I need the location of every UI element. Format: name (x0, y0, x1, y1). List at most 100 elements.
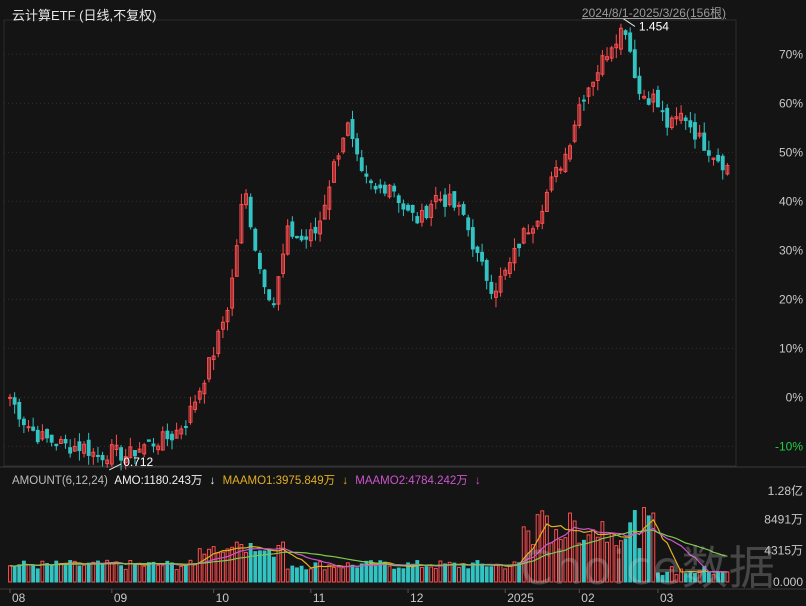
candle-body (452, 191, 457, 208)
candle-body (443, 194, 447, 207)
candle-body (248, 196, 253, 228)
candle-body (276, 276, 281, 305)
volume-bar (642, 507, 646, 583)
volume-bar (535, 514, 540, 583)
volume-bar (494, 564, 498, 583)
date-range-link[interactable]: 2024/8/1-2025/3/26(156根) (581, 6, 726, 20)
volume-bar (373, 565, 378, 583)
candle-body (364, 173, 369, 177)
volume-bar (660, 574, 665, 583)
volume-bar (387, 565, 392, 583)
volume-bar (540, 510, 545, 583)
candle-body (332, 161, 336, 183)
volume-bar (656, 572, 660, 583)
candle-body (669, 117, 674, 129)
candle-body (457, 204, 461, 207)
candle-body (600, 55, 605, 75)
candle-body (716, 154, 721, 162)
volume-bar (470, 562, 475, 583)
candle-body (378, 184, 383, 189)
volume-bar (558, 538, 563, 583)
volume-bar (517, 562, 522, 583)
volume-bar (452, 562, 457, 583)
y-tick-label: 70% (779, 47, 803, 61)
volume-bar (725, 571, 730, 583)
volume-ma24-line (9, 529, 728, 567)
volume-bar (651, 512, 656, 583)
volume-bar (119, 565, 124, 583)
candle-body (415, 216, 420, 224)
candle-body (12, 397, 17, 405)
volume-bar (605, 541, 609, 583)
volume-bar (697, 570, 702, 583)
candle-body (119, 447, 124, 461)
candle-body (8, 396, 12, 399)
volume-bar (257, 550, 262, 583)
candle-body (318, 220, 323, 235)
candle-body (563, 153, 568, 172)
candle-body (174, 429, 179, 439)
volume-bar (276, 544, 281, 583)
candle-body (202, 382, 207, 395)
volume-bar (96, 560, 100, 583)
candle-body (299, 235, 304, 241)
volume-bar (475, 560, 480, 583)
volume-bar (295, 567, 299, 583)
volume-bar (290, 565, 295, 583)
candle-body (183, 425, 188, 428)
candle-body (387, 184, 392, 198)
volume-bar (679, 568, 684, 583)
volume-bar (531, 544, 535, 583)
volume-bar (82, 564, 86, 583)
volume-bar (308, 568, 313, 583)
volume-bar (156, 564, 161, 583)
volume-bar (207, 548, 211, 583)
candle-body (216, 330, 221, 354)
candle-body (313, 226, 318, 234)
volume-bar (595, 536, 600, 583)
volume-bar (313, 562, 318, 583)
candle-body (605, 56, 609, 61)
volume-bar (600, 521, 605, 583)
candle-body (526, 232, 531, 235)
candle-body (419, 209, 424, 223)
volume-bar (271, 556, 276, 583)
candle-body (40, 431, 45, 440)
volume-bar (503, 568, 508, 583)
candle-body (137, 448, 142, 453)
candle-body (193, 401, 198, 411)
candle-body (26, 426, 31, 429)
volume-bar (220, 551, 225, 583)
candle-body (322, 204, 327, 220)
volume-bar (549, 542, 554, 583)
candle-body (725, 164, 730, 175)
candle-body (581, 99, 586, 102)
volume-bar (216, 552, 221, 583)
candle-body (304, 236, 309, 240)
candle-body (632, 49, 637, 79)
volume-bar (31, 565, 36, 583)
volume-bar (188, 559, 193, 583)
volume-bar (674, 574, 679, 583)
candle-body (290, 221, 295, 237)
candle-body (295, 235, 299, 239)
candle-body (498, 275, 503, 293)
max-pointer (622, 18, 636, 27)
volume-bar (174, 569, 179, 583)
volume-bar (382, 561, 387, 583)
candle-body (521, 228, 526, 244)
volume-bar (304, 569, 309, 583)
candle-body (350, 119, 355, 140)
volume-bar (211, 546, 216, 583)
candle-body (179, 428, 184, 435)
volume-bar (345, 562, 350, 583)
volume-bar (225, 548, 230, 583)
candle-body (151, 443, 156, 447)
indicator-name[interactable]: AMOUNT(6,12,24) (12, 475, 108, 487)
candle-body (68, 447, 73, 454)
candle-body (105, 459, 110, 465)
volume-bar (577, 542, 582, 583)
candle-body (679, 112, 684, 121)
volume-bar (716, 572, 721, 583)
